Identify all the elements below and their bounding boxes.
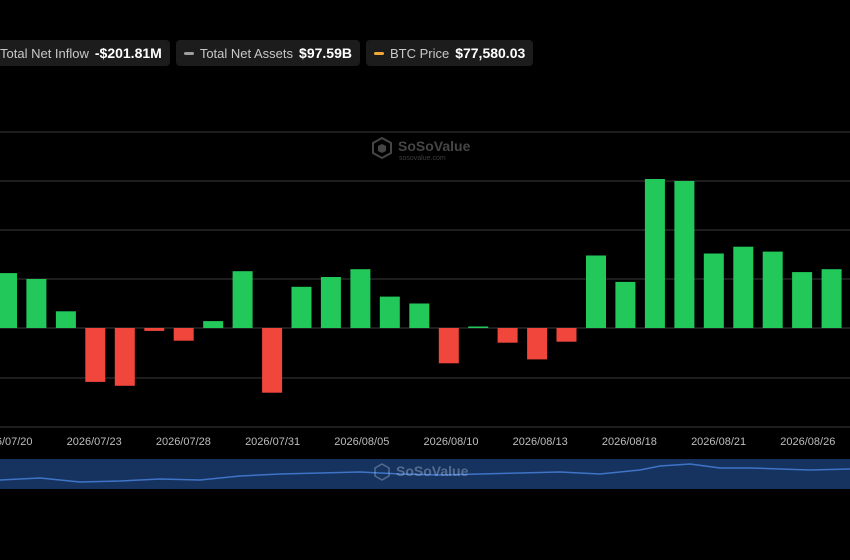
bar[interactable]	[55, 311, 76, 328]
btc-label: BTC Price	[389, 45, 450, 61]
x-tick-label: 2026/07/31	[245, 436, 300, 448]
bar[interactable]	[0, 273, 17, 328]
x-tick-label: 2026/08/13	[513, 436, 568, 448]
navigator-watermark-brand: SoSoValue	[396, 463, 469, 479]
legend-btc-price[interactable]: BTC Price $77,580.03	[365, 40, 534, 66]
bar[interactable]	[586, 255, 606, 329]
x-tick-label: 2026/08/05	[334, 436, 389, 448]
watermark-brand: SoSoValue	[398, 138, 471, 154]
bar[interactable]	[144, 328, 165, 331]
legend: Total Net Inflow -$201.81M Total Net Ass…	[0, 40, 534, 66]
bars	[0, 179, 842, 393]
bar[interactable]	[350, 269, 371, 328]
bar[interactable]	[468, 326, 489, 329]
legend-total-net-inflow[interactable]: Total Net Inflow -$201.81M	[0, 40, 170, 66]
x-tick-label: 2026/08/21	[691, 436, 746, 448]
bar[interactable]	[291, 286, 312, 328]
btc-value: $77,580.03	[455, 45, 526, 61]
bar[interactable]	[674, 181, 695, 328]
bar[interactable]	[438, 328, 459, 364]
bar[interactable]	[497, 328, 518, 343]
watermark-site: sosovalue.com	[399, 155, 446, 162]
bar[interactable]	[203, 321, 224, 328]
watermark: SoSoValue sosovalue.com	[372, 136, 471, 162]
x-tick-label: 2026/07/23	[67, 436, 122, 448]
x-tick-label: 2026/08/26	[780, 436, 835, 448]
bar[interactable]	[733, 246, 754, 328]
bar[interactable]	[527, 328, 548, 360]
bar[interactable]	[262, 328, 283, 393]
inflow-value: -$201.81M	[94, 45, 162, 61]
bar[interactable]	[615, 281, 636, 328]
x-axis-tick-labels: 2026/07/20 2026/07/23 2026/07/28 2026/07/31…	[0, 436, 835, 448]
assets-label: Total Net Assets	[199, 45, 294, 61]
assets-value: $97.59B	[299, 45, 352, 61]
bar[interactable]	[821, 269, 842, 328]
navigator-assets-line	[0, 463, 850, 483]
bar[interactable]	[409, 303, 430, 329]
bar[interactable]	[85, 328, 106, 382]
bar[interactable]	[792, 272, 813, 328]
bar[interactable]	[320, 277, 341, 328]
x-tick-label: 2026/08/10	[423, 436, 478, 448]
range-navigator[interactable]: SoSoValue	[0, 459, 850, 489]
navigator-watermark: SoSoValue	[374, 463, 469, 481]
x-tick-label: 2026/07/20	[0, 436, 33, 448]
legend-total-net-assets[interactable]: Total Net Assets $97.59B	[175, 40, 360, 66]
inflow-label: Total Net Inflow	[0, 45, 89, 61]
bar[interactable]	[379, 296, 400, 328]
bar[interactable]	[644, 179, 665, 328]
bar[interactable]	[114, 328, 135, 386]
bar[interactable]	[232, 271, 253, 328]
bar[interactable]	[556, 328, 577, 342]
bar[interactable]	[762, 251, 783, 328]
btc-line-swatch	[373, 51, 384, 55]
bar[interactable]	[173, 328, 194, 341]
bar[interactable]	[703, 253, 724, 329]
x-tick-label: 2026/08/18	[602, 436, 657, 448]
assets-line-swatch	[183, 51, 194, 55]
navigator-watermark-logo-icon	[374, 463, 390, 481]
bar[interactable]	[26, 279, 47, 328]
watermark-logo-icon	[372, 136, 392, 160]
x-tick-label: 2026/07/28	[156, 436, 211, 448]
